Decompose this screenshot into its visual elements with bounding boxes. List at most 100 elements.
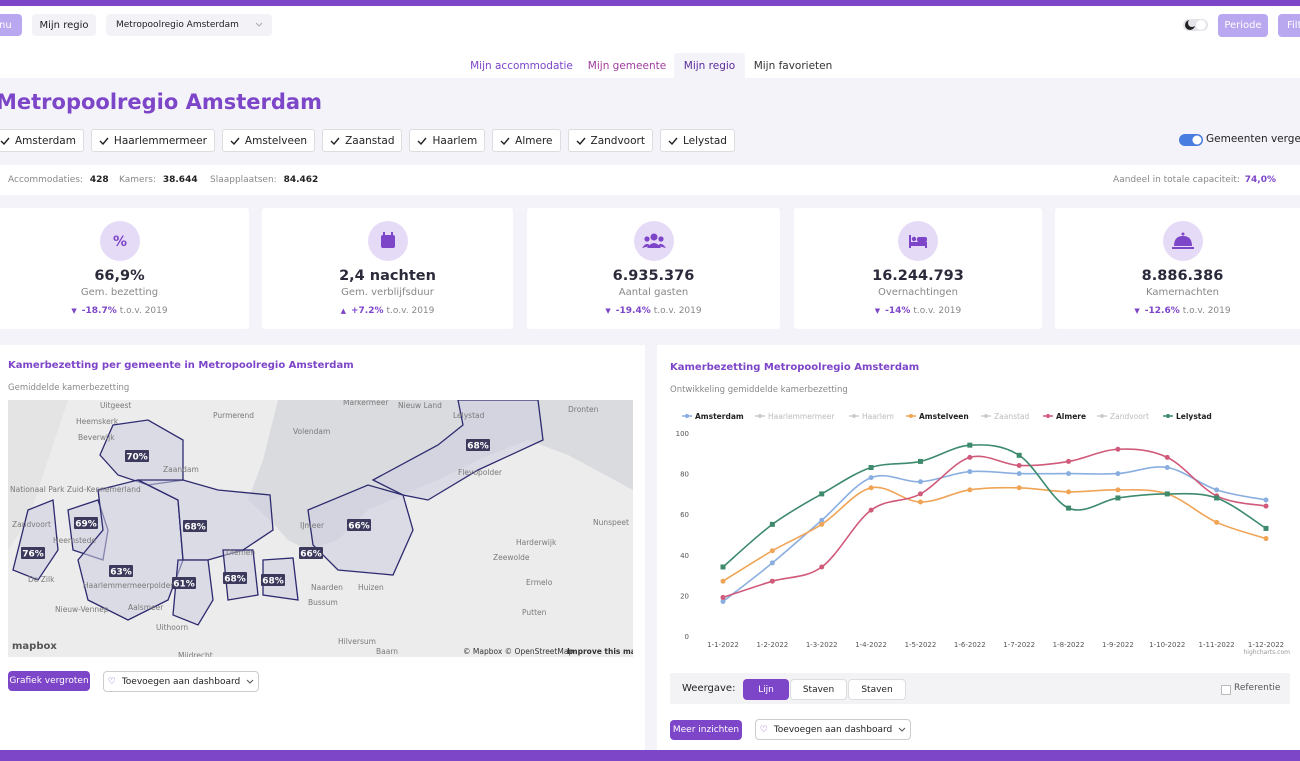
check-icon xyxy=(230,137,240,145)
region-button[interactable]: Mijn regio xyxy=(32,14,96,36)
x-tick-label: 1-10-2022 xyxy=(1149,641,1185,649)
chevron xyxy=(255,22,263,27)
tab-active[interactable]: Mijn regio xyxy=(674,53,745,79)
kpi-value: 16.244.793 xyxy=(872,268,964,284)
region-label-box xyxy=(299,547,323,559)
icon xyxy=(909,235,927,248)
enlarge-button[interactable]: Grafiek vergroten xyxy=(8,671,90,691)
place-name: Huizen xyxy=(358,583,384,592)
icon-shape xyxy=(657,236,664,242)
view-stacked-button[interactable]: Staven xyxy=(848,679,906,700)
y-tick-label: 20 xyxy=(680,592,689,600)
add-dashboard-text: Toevoegen aan dashboard xyxy=(121,676,241,687)
map-improve[interactable]: Improve this map xyxy=(567,647,633,656)
chevron xyxy=(898,727,906,732)
check-icon xyxy=(0,137,10,145)
legend-marker xyxy=(1166,414,1170,418)
chevron xyxy=(246,679,254,684)
theme-toggle[interactable] xyxy=(1182,16,1210,34)
view-line-button[interactable]: Lijn xyxy=(743,679,789,700)
chip-label: Haarlem xyxy=(432,134,478,147)
icon xyxy=(380,232,395,248)
add-dashboard-button[interactable]: ♡ Toevoegen aan dashboard xyxy=(755,719,911,740)
place-name: Dronten xyxy=(568,405,599,414)
kpi-icon: % xyxy=(99,221,140,261)
tab[interactable]: Mijn favorieten xyxy=(753,60,833,72)
region-label: 70% xyxy=(126,453,148,463)
place-name: Diemen xyxy=(226,548,255,557)
municipality-chip[interactable]: Haarlemmermeer xyxy=(90,129,215,152)
kpi-label: Gem. bezetting xyxy=(80,287,159,298)
line-chart: highcharts.com 0 20 40 60 80 100 1-1-2022 1-2-2… xyxy=(676,412,1291,656)
municipality-chip[interactable]: Almere xyxy=(492,129,561,152)
view-option: Lijn xyxy=(758,684,774,695)
place-name: Zandvoort xyxy=(12,520,51,529)
menu-button[interactable]: Menu xyxy=(0,14,22,36)
icon-shape xyxy=(382,232,385,236)
region-label-box xyxy=(109,565,133,577)
data-point xyxy=(1214,487,1220,493)
series-line xyxy=(722,444,1267,568)
municipality-chip[interactable]: Zandvoort xyxy=(567,129,653,152)
period-button[interactable]: Periode xyxy=(1218,14,1268,37)
data-point xyxy=(720,598,726,604)
add-dashboard-button[interactable]: ♡ Toevoegen aan dashboard xyxy=(103,671,259,692)
x-tick-label: 1-6-2022 xyxy=(954,641,986,649)
place-name: Purmerend xyxy=(213,411,254,420)
tab[interactable]: Mijn accommodatie xyxy=(470,60,573,72)
change-arrow: ▼ xyxy=(1134,307,1140,315)
compare-toggle[interactable] xyxy=(1178,133,1204,148)
view-bars-button[interactable]: Staven xyxy=(790,679,847,700)
stat-value: 84.462 xyxy=(283,175,319,185)
x-tick-label: 1-7-2022 xyxy=(1003,641,1035,649)
region-select[interactable]: Metropoolregio Amsterdam xyxy=(106,14,272,36)
place-name: Nieuw-Vennep xyxy=(55,605,109,614)
change-value: -14% xyxy=(885,306,911,316)
municipality-chip[interactable]: Lelystad xyxy=(659,129,735,152)
map[interactable]: 70% 69% 76% 63% 68% 61% 68% 68% 66% 66% 68% Uitgee… xyxy=(8,400,633,657)
reference-checkbox[interactable] xyxy=(1221,685,1231,695)
place-name: Uithoorn xyxy=(156,623,188,632)
legend-marker xyxy=(1046,414,1050,418)
stat-label: Accommodaties: xyxy=(8,175,83,185)
kpi-icon xyxy=(1162,221,1203,261)
check xyxy=(99,137,109,145)
data-point xyxy=(868,465,874,471)
change-value: -12.6% xyxy=(1144,306,1180,316)
legend-label: Almere xyxy=(1056,412,1086,421)
municipality-chip[interactable]: Zaanstad xyxy=(322,129,403,152)
more-insights-button[interactable]: Meer inzichten xyxy=(670,720,742,740)
place-name: Aalsmeer xyxy=(128,603,164,612)
place-name: Volendam xyxy=(293,427,330,436)
change-ref: t.o.v. 2019 xyxy=(386,306,435,316)
region-label: 69% xyxy=(75,520,97,530)
municipality-chip[interactable]: Amstelveen xyxy=(221,129,316,152)
legend-label: Haarlemmermeer xyxy=(768,412,835,421)
region-label: 63% xyxy=(110,568,132,578)
data-point xyxy=(1164,454,1170,460)
data-point xyxy=(1016,452,1022,458)
data-point xyxy=(1115,471,1121,477)
place-name: Hilversum xyxy=(338,637,376,646)
heart-icon: ♡ xyxy=(107,676,116,687)
data-point xyxy=(868,485,874,491)
kpi-icon xyxy=(633,221,674,261)
kpi-value: 6.935.376 xyxy=(612,268,695,284)
region-label: 76% xyxy=(22,550,44,560)
municipality-chip[interactable]: Haarlem xyxy=(409,129,486,152)
change-ref: t.o.v. 2019 xyxy=(913,306,962,316)
icon xyxy=(1171,232,1194,249)
place-name: De Zilk xyxy=(28,575,55,584)
data-point xyxy=(868,507,874,513)
chart-credit: highcharts.com xyxy=(1243,649,1290,656)
tab[interactable]: Mijn gemeente xyxy=(587,60,667,72)
region xyxy=(371,400,544,501)
region-label: 66% xyxy=(348,522,370,532)
kpi-change: ▼ -19.4% t.o.v. 2019 xyxy=(527,306,780,316)
data-point xyxy=(769,560,775,566)
place-name: Uitgeest xyxy=(100,401,131,410)
x-tick-label: 1-5-2022 xyxy=(905,641,937,649)
map-logo: mapbox xyxy=(12,641,57,652)
municipality-chip[interactable]: Amsterdam xyxy=(0,129,84,152)
filter-button[interactable]: Filter xyxy=(1278,14,1300,37)
